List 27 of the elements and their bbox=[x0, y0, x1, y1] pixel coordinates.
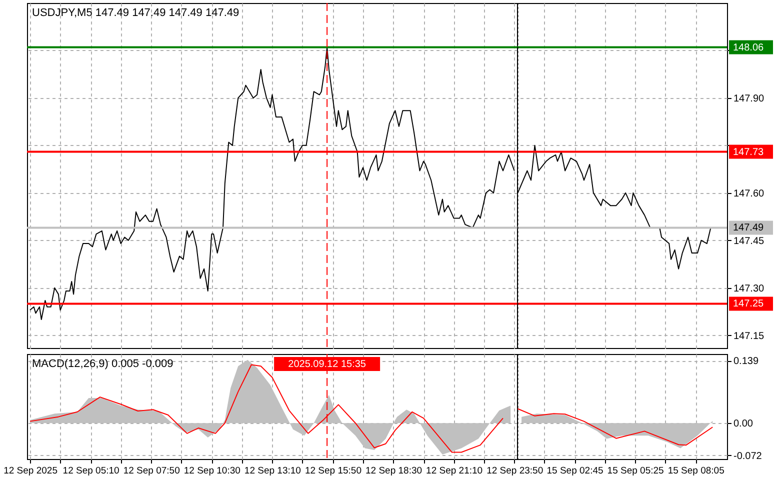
y-tick-label: 147.90 bbox=[734, 93, 765, 104]
ref-line-label: 147.25 bbox=[733, 298, 764, 310]
y-tick-label: 0.139 bbox=[734, 356, 759, 368]
y-tick-label: 147.45 bbox=[734, 236, 765, 247]
y-tick-label: -0.072 bbox=[734, 450, 762, 462]
y-tick-label: 0.00 bbox=[734, 418, 754, 430]
x-tick-label: 12 Sep 15:50 bbox=[304, 466, 362, 476]
x-tick-label: 12 Sep 2025 bbox=[4, 466, 58, 476]
x-tick-label: 12 Sep 18:30 bbox=[366, 466, 422, 476]
x-tick-label: 12 Sep 05:10 bbox=[62, 466, 120, 476]
y-tick-label: 147.15 bbox=[734, 330, 765, 342]
chart-title: USDJPY,M5 147.49 147.49 147.49 147.49 bbox=[32, 7, 240, 19]
x-tick-label: 12 Sep 13:10 bbox=[244, 466, 301, 476]
ref-line-label: 147.73 bbox=[733, 146, 764, 158]
x-tick-label: 15 Sep 08:05 bbox=[668, 466, 724, 476]
x-tick-label: 12 Sep 07:50 bbox=[123, 466, 180, 476]
x-tick-label: 12 Sep 21:10 bbox=[426, 466, 483, 476]
chart-title: MACD(12,26,9) 0.005 -0.009 bbox=[32, 358, 174, 370]
ref-line-label: 2025.09.12 15:35 bbox=[288, 359, 366, 370]
ref-line-label: 148.06 bbox=[733, 42, 764, 54]
ref-line-label: 147.49 bbox=[733, 222, 764, 234]
x-tick-label: 15 Sep 02:45 bbox=[546, 466, 604, 476]
x-tick-label: 12 Sep 23:50 bbox=[486, 466, 544, 476]
y-tick-label: 147.30 bbox=[734, 283, 765, 294]
x-tick-label: 12 Sep 10:30 bbox=[184, 466, 240, 476]
x-tick-label: 15 Sep 05:25 bbox=[607, 466, 664, 476]
y-tick-label: 147.60 bbox=[734, 188, 765, 200]
